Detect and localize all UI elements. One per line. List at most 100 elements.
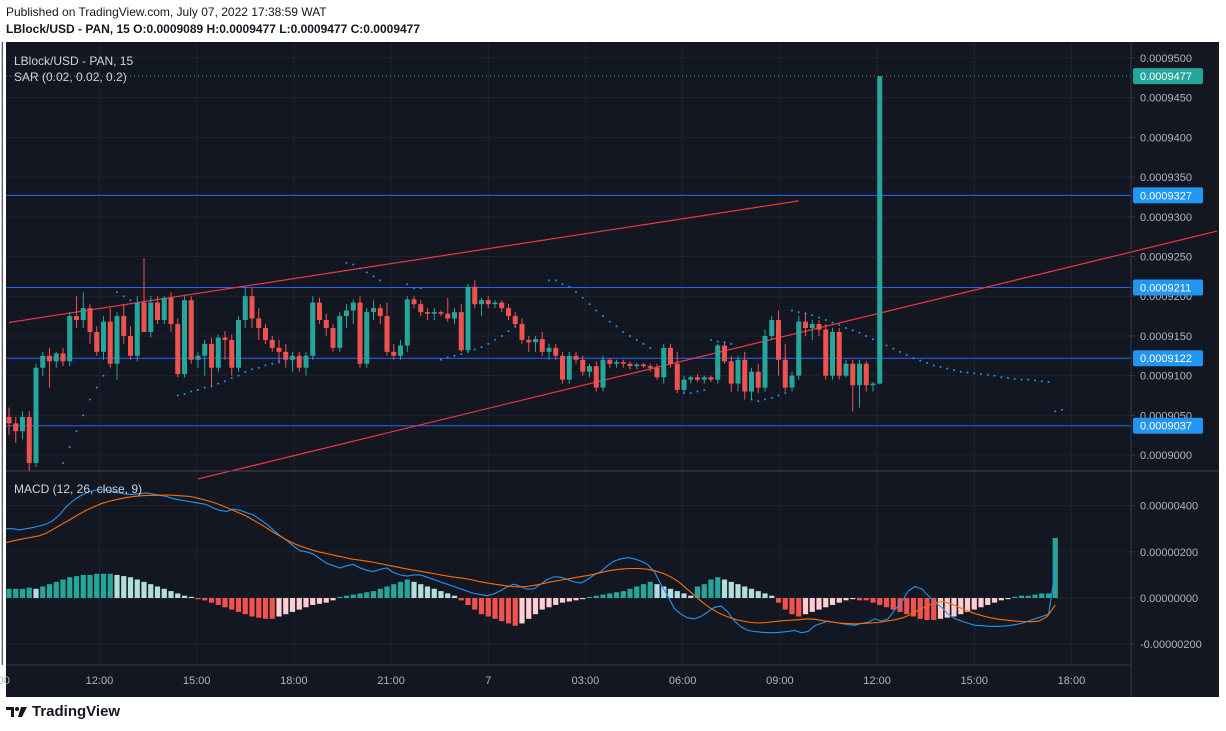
candle (94, 326, 100, 356)
candle (283, 343, 289, 368)
candle-body (290, 355, 295, 360)
sar-dot (230, 377, 233, 380)
candle (404, 296, 410, 352)
candle-body (769, 320, 775, 336)
price-axis[interactable]: 0.00090000.00090500.00091000.00091500.00… (1131, 53, 1202, 651)
sar-dot (122, 295, 125, 298)
tradingview-logo[interactable]: TradingView (6, 703, 120, 720)
sar-dot (831, 321, 834, 324)
macd-histogram-bar (607, 593, 613, 599)
candle-body (668, 347, 673, 364)
candle (492, 300, 498, 309)
candle-body (681, 379, 687, 390)
sar-dot (109, 358, 112, 361)
sar-dot (379, 279, 382, 282)
sar-dot (723, 341, 726, 344)
candle-body (310, 302, 316, 356)
candle-body (634, 364, 640, 367)
candle (688, 375, 694, 384)
macd-histogram-bar (566, 598, 572, 602)
sar-dot (89, 398, 91, 401)
macd-histogram-bar (512, 598, 518, 626)
time-tick-label: 18:00 (280, 675, 308, 687)
candle (101, 316, 106, 360)
sar-dot (136, 303, 139, 306)
candle-body (445, 313, 451, 319)
sar-dot (912, 357, 915, 360)
candle-body (526, 339, 532, 343)
candle (728, 355, 734, 392)
candle (60, 347, 66, 367)
time-tick-label: 09:00 (766, 675, 794, 687)
candle-body (452, 312, 457, 319)
macd-histogram-bar (998, 598, 1004, 601)
sar-dot (1020, 378, 1023, 381)
candle (425, 308, 430, 321)
candle (47, 347, 52, 388)
candle (587, 363, 592, 378)
sar-dot (467, 350, 469, 353)
price-tick-label: 0.0009350 (1140, 172, 1192, 184)
candle (195, 351, 201, 368)
candle-body (843, 363, 849, 376)
macd-legend[interactable]: MACD (12, 26, close, 9) (14, 482, 142, 496)
sar-dot (500, 334, 503, 337)
macd-line (6, 488, 1056, 634)
macd-histogram-bar (904, 598, 910, 615)
macd-histogram-bar (816, 598, 822, 610)
macd-histogram-bar (654, 584, 660, 599)
macd-histogram-bar (181, 595, 188, 599)
candle (620, 359, 626, 368)
sar-legend[interactable]: SAR (0.02, 0.02, 0.2) (14, 70, 127, 84)
macd-histogram-bar (877, 598, 883, 605)
macd-histogram-bar (249, 598, 255, 617)
sar-dot (777, 394, 780, 397)
candle (749, 367, 754, 400)
candle-body (796, 321, 802, 376)
candle-body (816, 324, 822, 330)
candle-body (472, 286, 478, 305)
sar-dot (622, 330, 625, 333)
candle (330, 324, 336, 352)
candle-body (175, 324, 181, 375)
candle-body (688, 377, 694, 380)
candle-body (87, 308, 93, 332)
time-tick-label: 12:00 (86, 675, 114, 687)
candle (236, 316, 241, 372)
macd-histogram-bar (148, 584, 154, 599)
sar-dot (203, 386, 206, 389)
candle-body (722, 345, 727, 362)
candle-body (364, 312, 370, 364)
candle (857, 359, 862, 408)
sar-dot (1013, 377, 1016, 380)
macd-tick-label: 0.00000200 (1140, 547, 1198, 559)
candle-body (141, 302, 147, 332)
candle (776, 310, 781, 376)
sar-dot (635, 338, 638, 341)
macd-histogram-bar (188, 596, 194, 599)
symbol-legend[interactable]: LBlock/USD - PAN, 15 (14, 54, 133, 68)
macd-histogram-bar (755, 591, 761, 599)
macd-histogram-bar (742, 586, 748, 599)
sar-dot (885, 344, 888, 347)
candle (114, 312, 120, 380)
candle-body (870, 383, 876, 386)
candle-body (195, 355, 201, 360)
candle-body (209, 343, 214, 368)
macd-histogram-bar (310, 598, 316, 605)
time-axis[interactable]: :00 12:00 15:00 18:00 21:00 7 03:00 06:00 09:00 1… (0, 675, 1085, 687)
sar-dot (791, 309, 793, 312)
candle (823, 324, 829, 380)
trendlines[interactable] (8, 200, 1218, 480)
level-price-label-text: 0.0009327 (1140, 190, 1192, 202)
candle-body (33, 367, 39, 464)
candle-body (587, 366, 592, 372)
macd-histogram-bar (796, 598, 802, 617)
candle (222, 331, 228, 360)
macd-histogram-bar (323, 598, 329, 603)
candle (121, 304, 127, 344)
candle (438, 310, 444, 317)
sar-dot (82, 414, 85, 417)
macd-histogram-bar (269, 598, 275, 619)
